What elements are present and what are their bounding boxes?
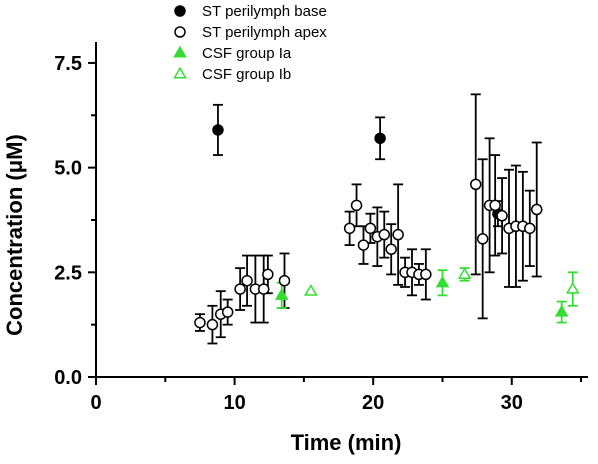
data-point xyxy=(374,132,386,145)
data-point xyxy=(489,199,501,212)
legend-entry: ST perilymph apex xyxy=(202,24,327,41)
y-tick-label: 5.0 xyxy=(54,158,82,180)
axes: 0 10 20 30 0.0 2.5 5.0 7.5 xyxy=(54,42,588,414)
data-point xyxy=(435,275,450,288)
y-tick-label: 0.0 xyxy=(54,367,82,389)
data-point xyxy=(194,316,206,329)
data-point xyxy=(206,318,219,331)
data-points xyxy=(194,124,580,331)
data-point xyxy=(274,288,289,300)
data-point xyxy=(212,124,224,136)
data-point xyxy=(221,306,234,318)
legend-marker xyxy=(173,45,187,58)
data-point xyxy=(392,228,404,241)
data-point xyxy=(469,178,482,191)
legend-entry: CSF group Ia xyxy=(202,45,292,62)
data-point xyxy=(476,233,489,245)
data-point xyxy=(234,283,246,295)
data-point xyxy=(420,268,432,281)
data-point xyxy=(530,203,543,216)
data-point xyxy=(457,267,472,279)
x-tick-label: 0 xyxy=(90,392,101,414)
legend-entry: CSF group Ib xyxy=(202,66,291,83)
legend-entry: ST perilymph base xyxy=(202,3,327,20)
y-axis-label: Concentration (μM) xyxy=(2,134,27,336)
data-point xyxy=(304,283,318,296)
x-axis-label: Time (min) xyxy=(291,430,402,455)
data-point xyxy=(241,274,253,287)
x-tick-label: 20 xyxy=(362,392,384,414)
data-point xyxy=(343,222,356,235)
data-point xyxy=(496,210,508,222)
data-point xyxy=(554,304,569,317)
data-point xyxy=(262,268,274,281)
data-point xyxy=(278,274,291,287)
data-point xyxy=(524,222,536,235)
x-tick-label: 10 xyxy=(223,392,245,414)
data-point xyxy=(565,281,580,294)
y-tick-label: 7.5 xyxy=(54,53,82,75)
legend-marker xyxy=(173,66,187,79)
legend: ST perilymph base ST perilymph apex CSF gr… xyxy=(173,3,327,83)
data-point xyxy=(257,283,270,295)
legend-marker xyxy=(174,26,186,38)
x-tick-label: 30 xyxy=(501,392,523,414)
data-point xyxy=(357,239,370,251)
data-point xyxy=(350,199,363,212)
legend-marker xyxy=(174,5,186,17)
data-point xyxy=(385,243,397,256)
y-tick-label: 2.5 xyxy=(54,262,82,284)
data-point xyxy=(364,222,377,235)
data-point xyxy=(378,228,391,241)
error-bars xyxy=(194,93,578,345)
